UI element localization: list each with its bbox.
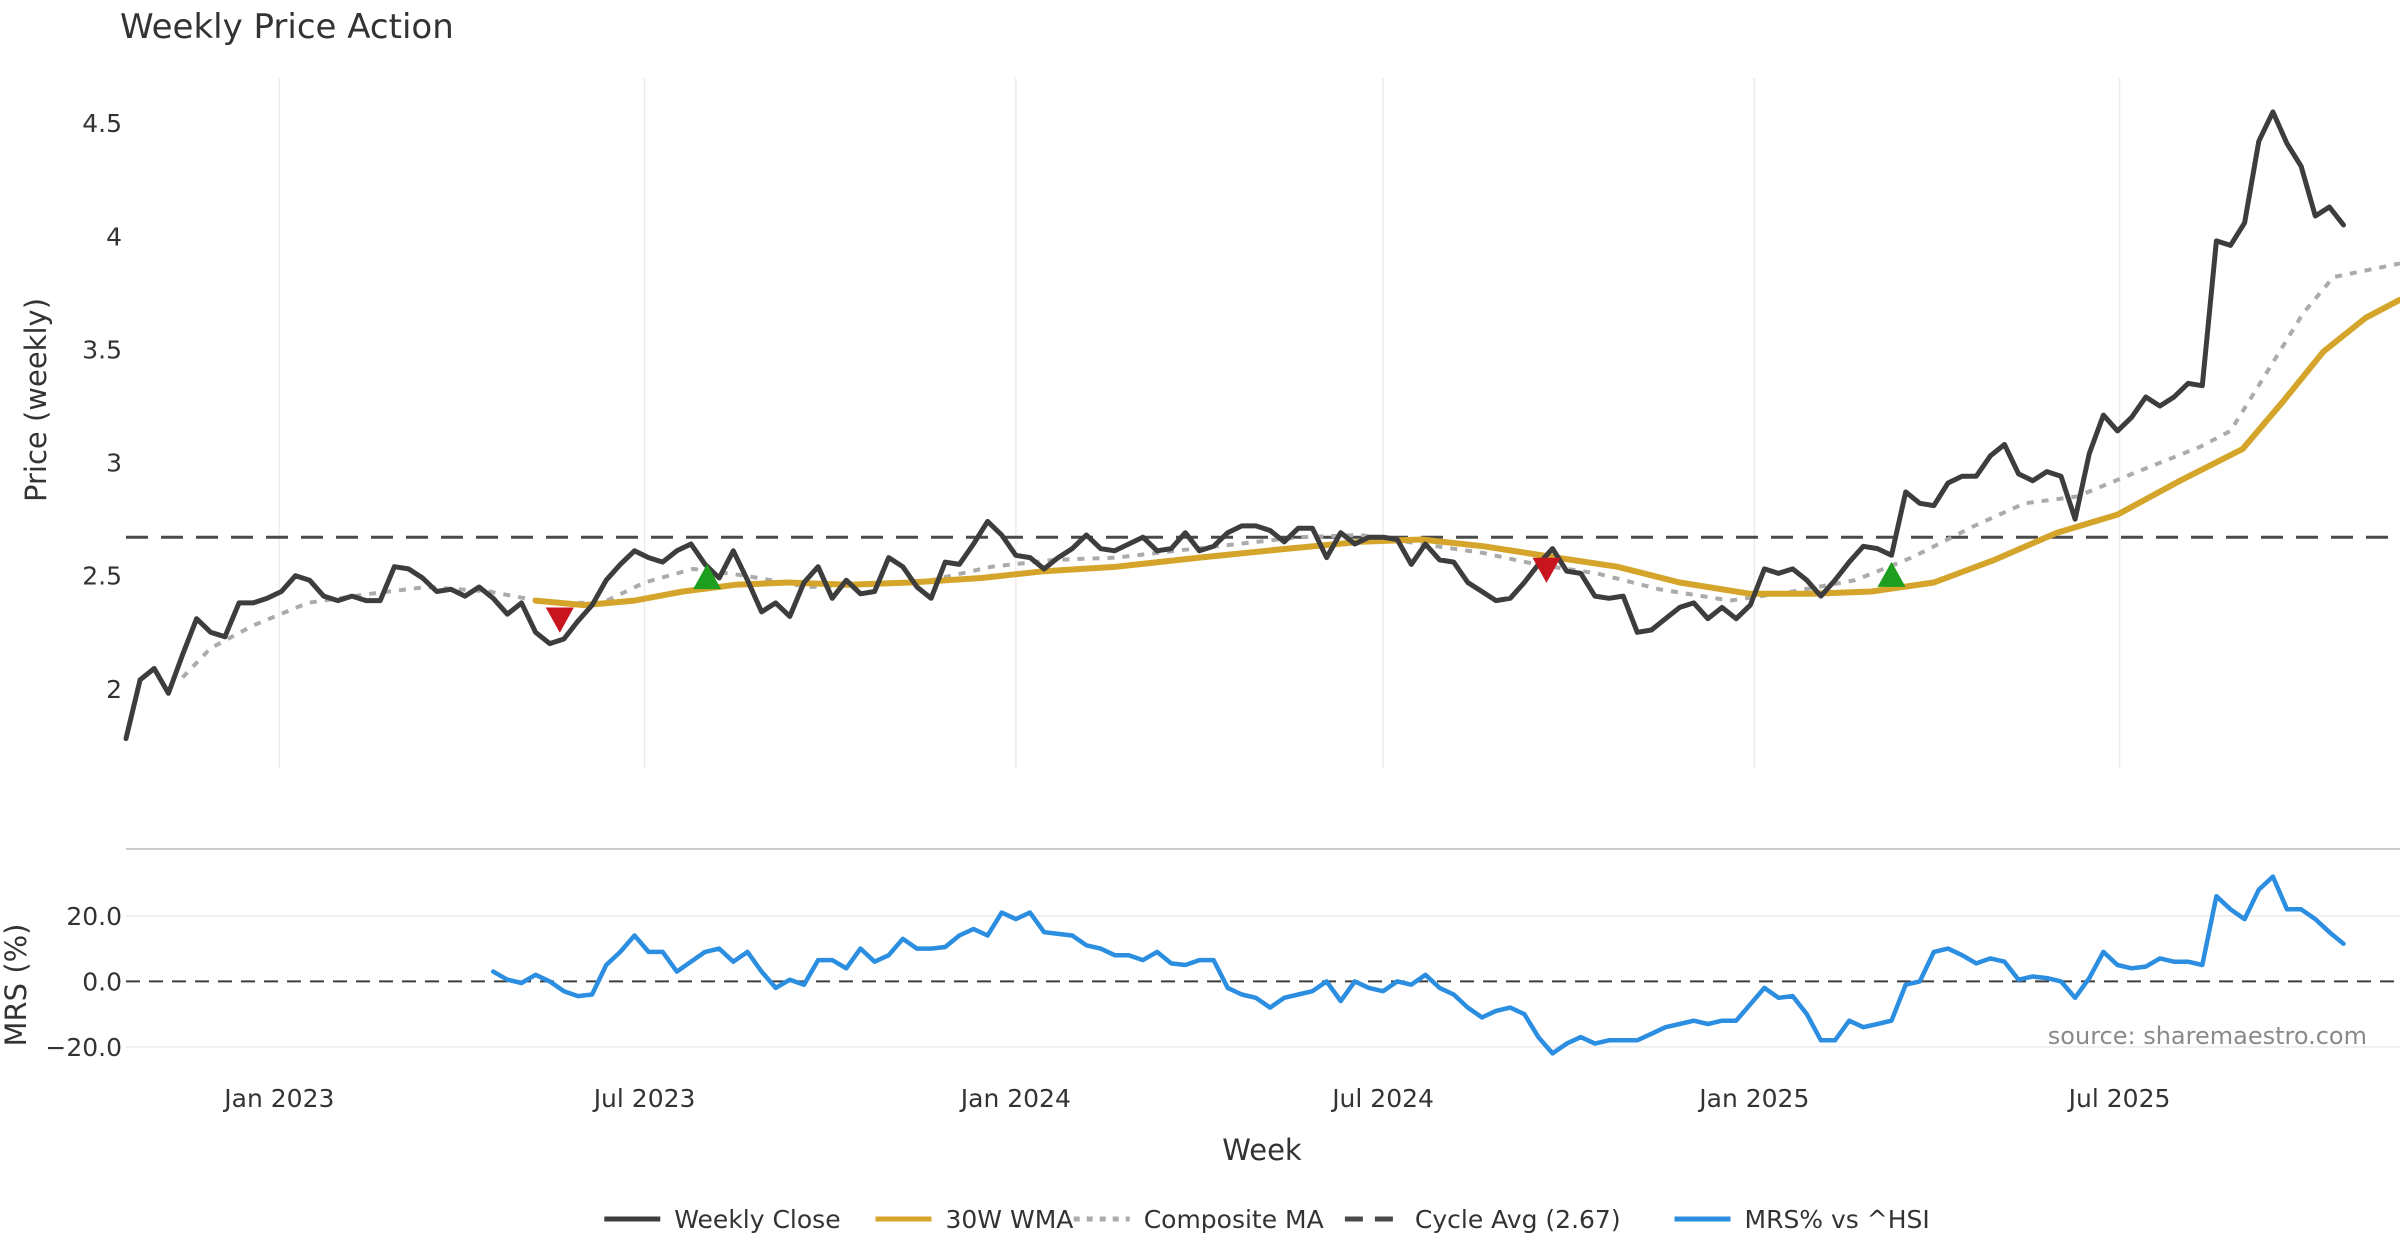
price-y-tick-label: 4 [106, 222, 122, 251]
x-tick-label: Jul 2024 [1330, 1084, 1434, 1113]
x-tick-label: Jan 2024 [959, 1084, 1071, 1113]
series-mrs-vs-hsi [490, 874, 2346, 1056]
x-tick-label: Jul 2023 [592, 1084, 696, 1113]
x-tick-label: Jan 2025 [1697, 1084, 1809, 1113]
x-tick-label: Jul 2025 [2067, 1084, 2171, 1113]
price-y-tick-label: 3.5 [82, 335, 122, 364]
mrs-y-tick-label: 0.0 [82, 967, 122, 996]
mrs-series-group [490, 874, 2346, 1056]
series-weekly-close [123, 109, 2346, 742]
price-y-tick-label: 2 [106, 675, 122, 704]
buy-signal-marker [693, 563, 722, 590]
price-y-tick-label: 4.5 [82, 109, 122, 138]
series-30w-wma [532, 296, 2400, 609]
legend-label: MRS% vs ^HSI [1745, 1205, 1930, 1234]
price-y-ticks: 2 2.5 3 3.5 4 4.5 [82, 109, 122, 704]
series-composite-ma [181, 261, 2400, 679]
price-y-tick-label: 2.5 [82, 562, 122, 591]
price-y-axis-title: Price (weekly) [19, 298, 53, 502]
x-axis-ticks: Jan 2023 Jul 2023 Jan 2024 Jul 2024 Jan 2025… [222, 1084, 2170, 1113]
mrs-y-tick-label: 20.0 [66, 902, 122, 931]
legend-label: Cycle Avg (2.67) [1415, 1205, 1621, 1234]
x-tick-label: Jan 2023 [222, 1084, 334, 1113]
legend-label: Composite MA [1144, 1205, 1324, 1234]
mrs-gridlines [126, 915, 2400, 1048]
signal-markers [545, 557, 1906, 633]
mrs-y-ticks: 20.0 0.0 −20.0 [45, 902, 122, 1062]
legend-label: Weekly Close [674, 1205, 840, 1234]
x-axis-title: Week [1222, 1133, 1302, 1167]
legend-label: 30W WMA [946, 1205, 1074, 1234]
legend: Weekly Close 30W WMA Composite MA Cycle Avg… [604, 1205, 1930, 1234]
sell-signal-marker [545, 607, 574, 633]
sell-signal-marker [1532, 557, 1561, 583]
source-note: source: sharemaestro.com [2048, 1022, 2367, 1050]
price-series-group [123, 109, 2400, 742]
chart-title: Weekly Price Action [120, 7, 454, 47]
mrs-y-tick-label: −20.0 [45, 1033, 122, 1062]
price-gridlines [278, 78, 2121, 768]
price-y-tick-label: 3 [106, 449, 122, 478]
mrs-y-axis-title: MRS (%) [0, 924, 33, 1047]
buy-signal-marker [1877, 561, 1906, 587]
